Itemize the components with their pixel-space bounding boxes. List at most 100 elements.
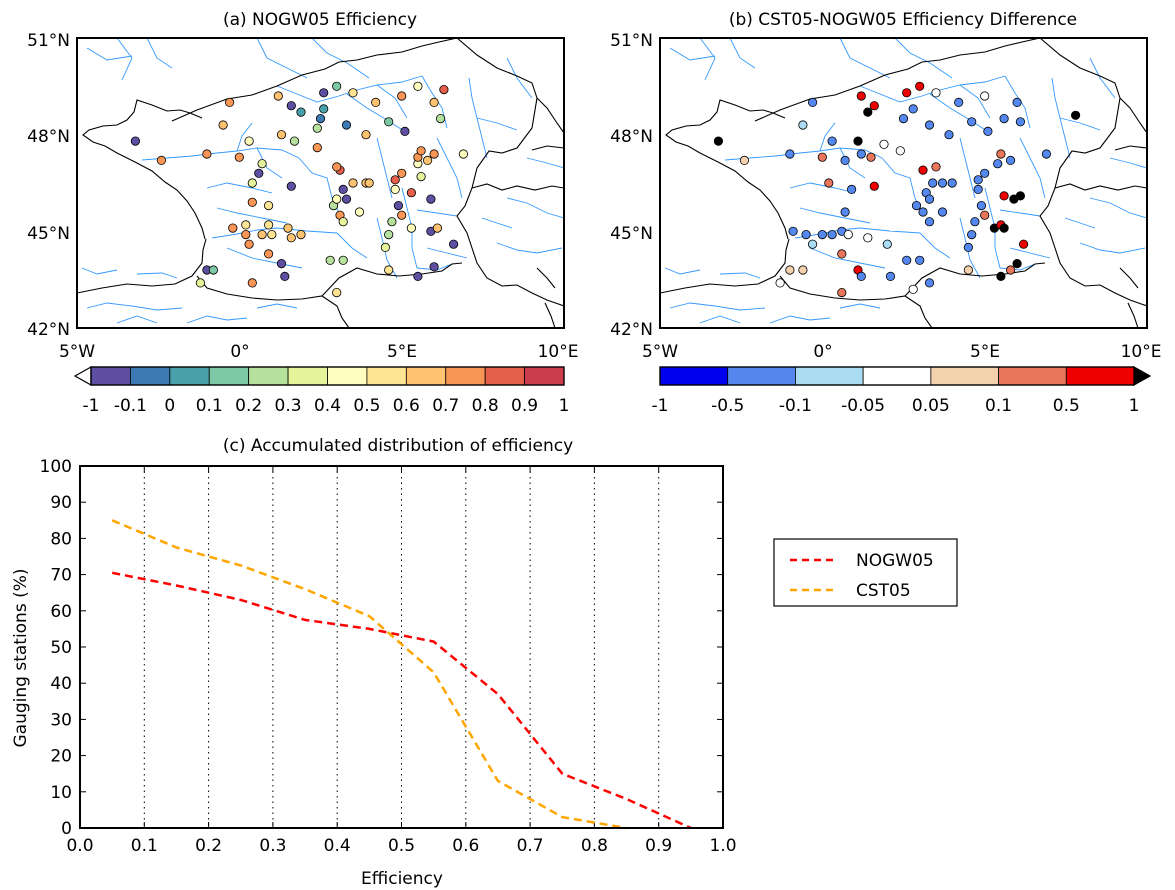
station-marker	[866, 152, 876, 162]
station-marker	[390, 175, 400, 185]
map-panel-a: (a) NOGW05 Efficiency 51°N 48°N 45°N 42°…	[27, 10, 578, 362]
map-b-rivers	[664, 38, 1147, 324]
x-tick-label: 0.0	[66, 836, 93, 856]
station-marker	[387, 217, 397, 227]
river-line	[839, 147, 866, 179]
river-line	[226, 247, 303, 269]
map-a-lon-label: 0°	[230, 342, 249, 362]
river-line	[146, 38, 173, 69]
border-line	[1039, 38, 1147, 307]
colorbar-swatch	[998, 366, 1067, 386]
station-marker	[296, 107, 306, 117]
river-line	[336, 232, 368, 259]
y-tick-label: 90	[50, 493, 72, 513]
colorbar-swatch	[484, 366, 525, 386]
station-marker	[840, 155, 850, 165]
station-marker	[286, 233, 296, 243]
station-marker	[263, 201, 274, 211]
station-marker	[426, 194, 436, 204]
station-marker	[400, 126, 410, 136]
map-b-lat-label: 45°N	[610, 224, 653, 244]
station-marker	[338, 255, 348, 265]
colorbar-tick-label: -1	[652, 396, 669, 416]
colorbar-tick-label: 0.9	[511, 396, 538, 416]
station-marker	[924, 217, 935, 227]
river-line	[894, 38, 953, 79]
station-marker	[416, 146, 426, 156]
river-line	[116, 38, 133, 81]
station-marker	[983, 126, 993, 136]
colorbar-tick-label: 1	[1129, 396, 1140, 416]
y-tick-label: 40	[50, 674, 72, 694]
station-marker	[338, 217, 348, 227]
map-a-lat-label: 51°N	[27, 31, 70, 51]
colorbar-swatch	[327, 366, 368, 386]
station-marker	[976, 201, 987, 211]
map-a-lon-label: 5°W	[59, 342, 95, 362]
station-marker	[827, 230, 837, 240]
legend: NOGW05 CST05	[773, 538, 958, 607]
colorbar-frame	[659, 366, 1135, 386]
station-marker	[980, 168, 990, 178]
station-marker	[898, 114, 909, 124]
station-marker	[902, 88, 912, 98]
station-marker	[739, 155, 750, 165]
legend-box	[773, 538, 958, 607]
river-line	[839, 303, 881, 309]
x-tick-label: 0.3	[259, 836, 286, 856]
station-marker	[257, 230, 267, 240]
station-marker	[195, 278, 205, 288]
colorbar-tick-label: 0.3	[275, 396, 302, 416]
station-marker	[879, 139, 889, 149]
map-b-lon-label: 0°	[813, 342, 832, 362]
map-a-frame	[76, 37, 565, 329]
station-marker	[1041, 149, 1052, 159]
x-tick-label: 0.7	[517, 836, 544, 856]
colorbar-tick-label: -0.1	[114, 396, 147, 416]
colorbar-tick-label: 1	[559, 396, 570, 416]
station-marker	[130, 136, 140, 146]
station-marker	[999, 223, 1009, 233]
station-marker	[312, 123, 322, 133]
station-marker	[937, 178, 948, 188]
river-line	[136, 272, 178, 279]
river-line	[86, 47, 133, 61]
river-line	[769, 315, 831, 324]
station-marker	[413, 271, 423, 281]
station-marker	[348, 178, 358, 188]
colorbar-extend-left	[73, 365, 92, 387]
y-tick-label: 100	[40, 457, 72, 477]
line-chart: (c) Accumulated distribution of efficien…	[11, 436, 737, 889]
x-tick-label: 0.8	[581, 836, 608, 856]
station-marker	[947, 178, 957, 188]
station-marker	[1071, 110, 1081, 120]
river-line	[116, 315, 158, 324]
station-marker	[885, 271, 896, 281]
x-tick-label: 0.9	[645, 836, 672, 856]
colorbar-swatch	[727, 366, 796, 386]
legend-label-cst05: CST05	[856, 581, 911, 601]
station-marker	[1005, 265, 1016, 275]
station-marker	[380, 242, 390, 252]
station-marker	[354, 207, 365, 217]
y-axis-label: Gauging stations (%)	[11, 568, 31, 747]
colorbar-swatch	[445, 366, 486, 386]
river-line	[256, 147, 283, 179]
map-b-borders	[660, 38, 1147, 328]
colorbar-tick-label: 0.4	[314, 396, 341, 416]
map-a-lon-label: 10°E	[538, 342, 579, 362]
station-marker	[863, 107, 873, 117]
colorbar-extend-right	[1133, 365, 1152, 387]
station-marker	[422, 155, 433, 165]
river-line	[186, 315, 248, 324]
station-marker	[397, 91, 407, 101]
station-marker	[341, 194, 352, 204]
station-marker	[785, 265, 795, 275]
y-tick-label: 50	[50, 638, 72, 658]
station-marker	[895, 146, 905, 156]
colorbar-tick-label: -1	[83, 396, 100, 416]
station-marker	[928, 178, 938, 188]
station-marker	[348, 88, 358, 98]
river-line	[206, 182, 273, 194]
y-tick-label: 0	[61, 819, 72, 839]
